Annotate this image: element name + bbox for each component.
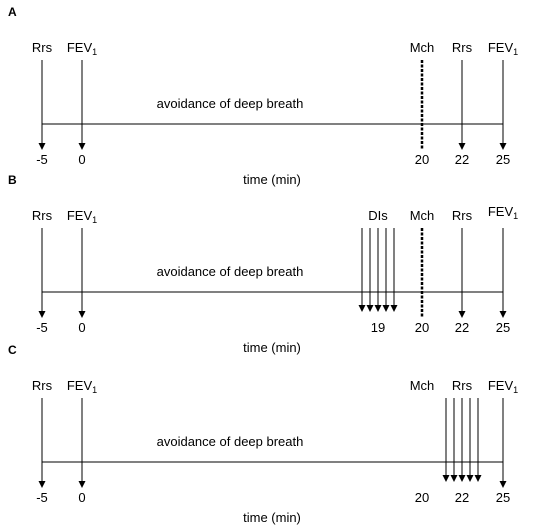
axis-label: time (min) [243,172,301,187]
event-label: Rrs [452,208,473,223]
arrow-head [466,475,474,482]
event-label: Rrs [32,208,53,223]
tick-label: -5 [36,320,48,335]
event-label-sub: 1 [513,385,518,395]
event-label-text: FEV [67,208,93,223]
event-label-text: Rrs [452,40,473,55]
event-label: Rrs [452,40,473,55]
arrow-head [78,311,86,318]
event-label: FEV1 [67,208,97,225]
arrow-head [474,475,482,482]
arrow-head [38,143,46,150]
event-label: Rrs [452,378,473,393]
tick-label: 22 [455,320,469,335]
event-label-text: Rrs [32,40,53,55]
tick-label: 0 [78,152,85,167]
event-label-text: Mch [410,40,435,55]
tick-label: 25 [496,320,510,335]
event-label-text: FEV [67,40,93,55]
event-label-text: Mch [410,378,435,393]
event-label-text: Rrs [452,208,473,223]
tick-label: 25 [496,490,510,505]
middle-text: avoidance of deep breath [157,96,304,111]
arrow-head [450,475,458,482]
arrow-head [374,305,382,312]
event-label: Rrs [32,40,53,55]
tick-label: 20 [415,320,429,335]
arrow-head [366,305,374,312]
event-label: Mch [410,208,435,223]
event-label-sub: 1 [513,47,518,57]
arrow-head [442,475,450,482]
arrow-head [382,305,390,312]
event-label-text: Rrs [32,208,53,223]
event-label: Mch [410,40,435,55]
event-label-text: FEV [488,378,514,393]
event-label-text: Mch [410,208,435,223]
tick-label: -5 [36,490,48,505]
tick-label: 22 [455,152,469,167]
event-label-text: FEV [67,378,93,393]
event-label-sub: 1 [92,47,97,57]
event-label-text: FEV [488,40,514,55]
axis-label: time (min) [243,340,301,355]
event-label-sub: 1 [513,211,518,221]
event-label: DIs [368,208,388,223]
panel-label: B [8,173,17,187]
event-label-text: Rrs [452,378,473,393]
event-label-sub: 1 [92,385,97,395]
arrow-head [499,481,507,488]
arrow-head [458,475,466,482]
middle-text: avoidance of deep breath [157,264,304,279]
event-label: Mch [410,378,435,393]
event-label: Rrs [32,378,53,393]
arrow-head [38,311,46,318]
tick-label: 20 [415,490,429,505]
event-label: FEV1 [488,204,518,221]
event-label-text: FEV [488,204,514,219]
arrow-head [78,143,86,150]
event-label: FEV1 [67,378,97,395]
event-label-text: Rrs [32,378,53,393]
event-label-text: DIs [368,208,388,223]
event-label: FEV1 [488,378,518,395]
arrow-head [458,143,466,150]
middle-text: avoidance of deep breath [157,434,304,449]
tick-label: 25 [496,152,510,167]
arrow-head [358,305,366,312]
arrow-head [499,311,507,318]
arrow-head [38,481,46,488]
panel-label: A [8,5,17,19]
arrow-head [78,481,86,488]
tick-label: 19 [371,320,385,335]
tick-label: 0 [78,320,85,335]
tick-label: -5 [36,152,48,167]
tick-label: 22 [455,490,469,505]
arrow-head [390,305,398,312]
tick-label: 0 [78,490,85,505]
panel-label: C [8,343,17,357]
arrow-head [458,311,466,318]
tick-label: 20 [415,152,429,167]
arrow-head [499,143,507,150]
event-label: FEV1 [67,40,97,57]
event-label: FEV1 [488,40,518,57]
axis-label: time (min) [243,510,301,525]
event-label-sub: 1 [92,215,97,225]
